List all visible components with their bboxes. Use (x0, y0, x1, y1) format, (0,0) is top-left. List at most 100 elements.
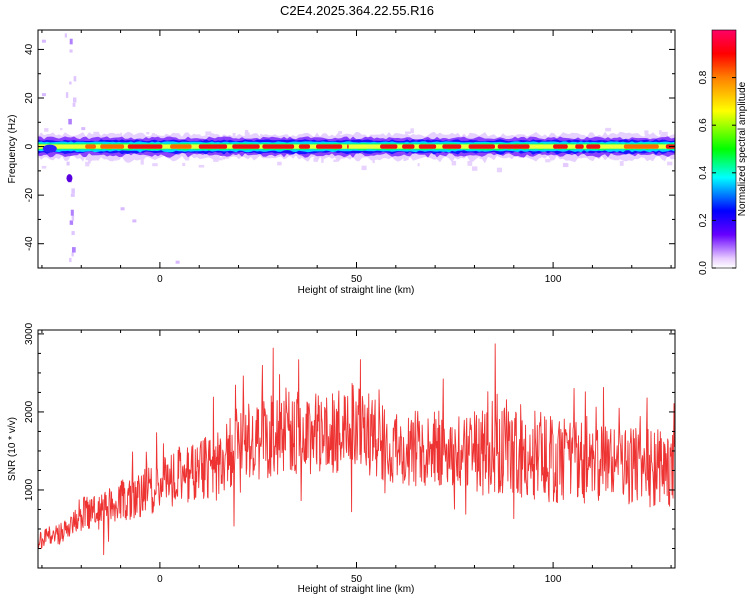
x-tick-label: 0 (157, 274, 163, 285)
faint-speck (562, 162, 568, 168)
y-tick-label: 0 (24, 143, 35, 149)
spectrogram-heatmap (38, 33, 675, 264)
spectrogram-ylabel: Frequency (Hz) (7, 115, 18, 184)
snr-xlabel: Height of straight line (km) (298, 584, 415, 595)
band-strong-segment (497, 144, 530, 149)
faint-speck (410, 128, 414, 134)
faint-speck (205, 131, 212, 136)
faint-speck (451, 160, 457, 166)
streak-speck (72, 102, 76, 107)
faint-speck (44, 128, 49, 132)
faint-speck (605, 127, 612, 132)
streak-speck (71, 215, 75, 221)
faint-speck (338, 131, 343, 135)
band-strong-segment (380, 144, 398, 149)
x-tick-label: 50 (351, 574, 363, 585)
faint-speck (417, 163, 420, 167)
streak-speck (66, 161, 70, 166)
faint-speck (361, 165, 367, 171)
snr-series-line (38, 343, 675, 556)
colorbar-frame (711, 29, 737, 269)
band-strong-segment (442, 144, 462, 149)
y-tick-label: -40 (24, 236, 35, 251)
band-strong-segment (553, 144, 568, 149)
faint-speck (232, 132, 236, 137)
band-strong-segment (575, 144, 584, 149)
streak-speck (69, 49, 73, 53)
streak-speck (64, 33, 68, 38)
faint-speck (313, 157, 318, 162)
faint-speck (333, 159, 338, 162)
faint-speck (667, 161, 673, 166)
faint-speck (213, 158, 219, 162)
band-strong-segment (298, 144, 311, 149)
streak-speck (70, 209, 74, 216)
streak-speck (71, 188, 75, 194)
faint-speck (619, 160, 624, 166)
band-strong-segment (586, 144, 601, 149)
band-strong-segment (127, 144, 163, 149)
faint-speck (277, 161, 282, 166)
streak-speck (73, 97, 77, 103)
streak-speck (71, 247, 76, 253)
streak-speck (69, 220, 74, 225)
faint-speck (224, 156, 230, 159)
colorbar-label: Normalized spectral amplitude (737, 81, 748, 216)
faint-speck (151, 133, 156, 137)
snr-ylabel: SNR (10 * v/v) (7, 417, 18, 481)
faint-speck (471, 166, 478, 171)
streak-speck (69, 38, 73, 45)
streak-speck (70, 193, 75, 197)
streak-speck (65, 92, 69, 98)
isolated-speck (132, 219, 137, 223)
streak-speck (69, 81, 72, 85)
faint-speck (405, 131, 411, 134)
y-tick-label: 1000 (24, 478, 35, 501)
faint-speck (321, 158, 324, 163)
y-tick-label: 40 (24, 43, 35, 55)
y-tick-label: -20 (24, 187, 35, 202)
colorbar-tick-label: 0.8 (698, 70, 709, 84)
figure-title: C2E4.2025.364.22.55.R16 (280, 3, 434, 18)
spectrogram-xlabel: Height of straight line (km) (298, 285, 415, 296)
band-blob (42, 144, 57, 153)
faint-speck (545, 159, 551, 163)
band-strong-segment (316, 144, 343, 149)
faint-speck (218, 157, 223, 161)
band-core (38, 144, 675, 149)
streak-speck (71, 231, 75, 236)
band-strong-segment (347, 144, 349, 149)
faint-speck (140, 160, 144, 165)
colorbar-gradient (712, 30, 736, 268)
y-tick-label: 20 (24, 92, 35, 104)
x-tick-label: 50 (351, 274, 363, 285)
streak-speck (71, 252, 74, 257)
band-strong-segment (623, 144, 659, 149)
faint-speck (644, 130, 649, 135)
faint-speck (467, 160, 473, 166)
faint-speck (496, 167, 502, 173)
faint-speck (260, 134, 263, 137)
faint-speck (245, 129, 249, 133)
faint-speck (120, 132, 123, 138)
isolated-speck (41, 39, 46, 43)
faint-speck (152, 163, 158, 167)
faint-speck (85, 161, 90, 167)
y-tick-label: 3000 (24, 322, 35, 345)
colorbar-tick-label: 0.2 (698, 213, 709, 227)
faint-speck (60, 127, 63, 131)
spectrogram-panel: 0 50 100 -40 -20 0 20 40 Height of straight lin… (7, 29, 676, 296)
y-tick-label: 2000 (24, 400, 35, 423)
faint-speck (659, 130, 662, 135)
isolated-speck (175, 260, 180, 264)
colorbar-ticks: 0.0 0.2 0.4 0.6 0.8 (698, 29, 737, 275)
band-strong-segment (170, 144, 192, 149)
x-tick-label: 0 (157, 574, 163, 585)
band-strong-segment (418, 144, 437, 149)
faint-speck (182, 162, 186, 167)
faint-speck (244, 132, 250, 137)
x-tick-label: 100 (545, 574, 562, 585)
faint-speck (372, 159, 375, 164)
streak-speck (68, 118, 72, 125)
